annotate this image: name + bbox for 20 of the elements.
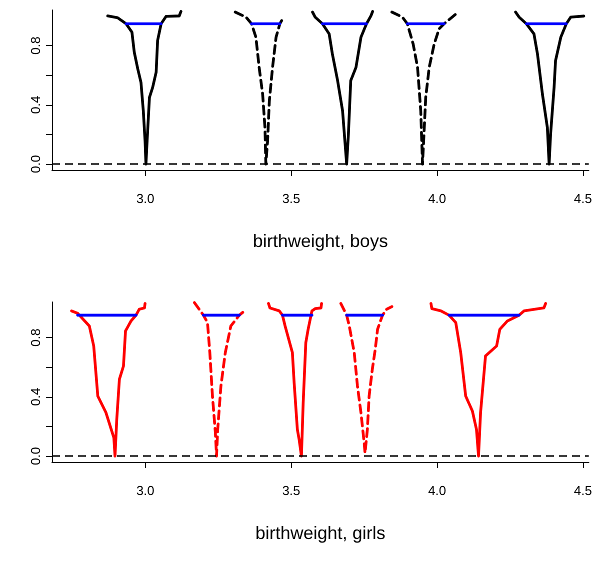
y-tick-label: 0.0 xyxy=(28,447,43,466)
x-axis-title: birthweight, girls xyxy=(255,523,386,543)
line-series xyxy=(267,302,323,458)
y-tick-label: 0.8 xyxy=(28,36,43,55)
line-series xyxy=(70,302,146,458)
x-axis-title: birthweight, boys xyxy=(252,231,388,251)
y-tick-label: 0.4 xyxy=(28,96,43,114)
x-tick-label: 4.5 xyxy=(574,191,592,206)
x-tick-label: 3.5 xyxy=(282,191,300,206)
x-tick-label: 4.0 xyxy=(428,191,446,206)
x-tick-label: 3.0 xyxy=(136,483,154,498)
x-tick-label: 3.0 xyxy=(136,191,154,206)
x-tick-label: 4.5 xyxy=(574,483,592,498)
x-tick-label: 3.5 xyxy=(282,483,300,498)
y-tick-label: 0.8 xyxy=(28,328,43,347)
line-series xyxy=(430,302,548,458)
y-tick-label: 0.4 xyxy=(28,388,43,406)
x-tick-label: 4.0 xyxy=(428,483,446,498)
y-tick-label: 0.0 xyxy=(28,155,43,174)
line-series xyxy=(339,302,394,455)
